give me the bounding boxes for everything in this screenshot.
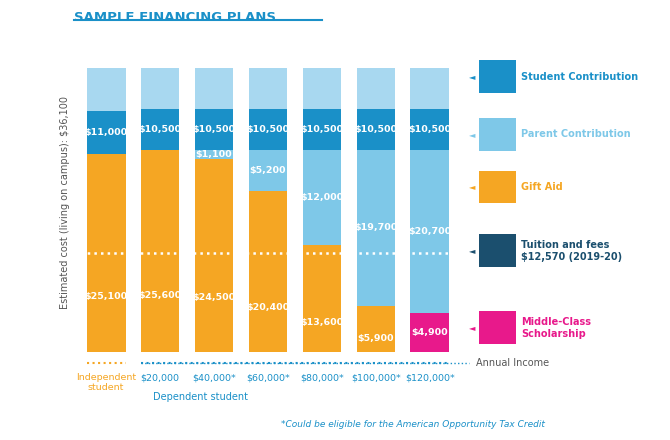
Text: $20,700: $20,700 <box>408 227 452 236</box>
Text: $10,500: $10,500 <box>247 125 289 134</box>
Text: $5,200: $5,200 <box>250 166 286 176</box>
Text: $10,500: $10,500 <box>354 125 397 134</box>
Text: $10,500: $10,500 <box>409 125 452 134</box>
Y-axis label: Estimated cost (living on campus): $36,100: Estimated cost (living on campus): $36,1… <box>60 96 70 309</box>
Bar <box>249 109 287 150</box>
Bar <box>411 313 450 352</box>
Text: ◄: ◄ <box>469 323 476 332</box>
Bar <box>303 245 342 352</box>
Text: Parent Contribution: Parent Contribution <box>521 129 631 139</box>
Text: $60,000*: $60,000* <box>246 373 290 382</box>
Bar <box>303 68 342 109</box>
Text: Annual Income: Annual Income <box>476 358 549 368</box>
Text: *Could be eligible for the American Opportunity Tax Credit: *Could be eligible for the American Oppo… <box>281 420 545 429</box>
Text: $4,900: $4,900 <box>411 328 448 337</box>
Bar <box>303 109 342 150</box>
Text: student: student <box>88 383 124 392</box>
Text: $12,000: $12,000 <box>300 193 344 202</box>
Text: ◄: ◄ <box>469 246 476 255</box>
Bar <box>411 68 450 109</box>
Text: $10,500: $10,500 <box>139 125 182 134</box>
Bar <box>86 154 125 352</box>
Text: Gift Aid: Gift Aid <box>521 182 563 192</box>
Text: ◄: ◄ <box>469 130 476 139</box>
Bar <box>356 150 395 305</box>
Bar <box>194 159 233 352</box>
Text: ◄: ◄ <box>469 73 476 81</box>
Text: $19,700: $19,700 <box>354 224 397 232</box>
Text: ◄: ◄ <box>469 183 476 191</box>
Text: SAMPLE FINANCING PLANS: SAMPLE FINANCING PLANS <box>74 11 275 24</box>
Text: $25,600: $25,600 <box>139 291 182 300</box>
Text: $40,000*: $40,000* <box>192 373 236 382</box>
Bar <box>194 68 233 109</box>
Text: $80,000*: $80,000* <box>300 373 344 382</box>
Text: $20,000: $20,000 <box>141 373 180 382</box>
Text: $13,600: $13,600 <box>300 318 344 326</box>
Bar <box>411 150 450 313</box>
Text: $100,000*: $100,000* <box>351 373 401 382</box>
Text: Independent: Independent <box>76 373 136 382</box>
Text: $5,900: $5,900 <box>358 334 394 344</box>
Text: $24,500: $24,500 <box>192 293 236 302</box>
Text: $25,100: $25,100 <box>84 292 128 301</box>
Text: $10,500: $10,500 <box>300 125 344 134</box>
Bar <box>249 150 287 191</box>
Text: Dependent student: Dependent student <box>153 392 249 402</box>
Bar <box>141 150 180 352</box>
Text: Middle-Class
Scholarship: Middle-Class Scholarship <box>521 317 591 339</box>
Text: Tuition and fees
$12,570 (2019-20): Tuition and fees $12,570 (2019-20) <box>521 240 622 262</box>
Text: $1,100: $1,100 <box>196 150 232 159</box>
Bar <box>303 150 342 245</box>
Text: $11,000: $11,000 <box>84 128 128 137</box>
Text: $120,000*: $120,000* <box>405 373 455 382</box>
Bar <box>356 109 395 150</box>
Bar <box>141 109 180 150</box>
Bar <box>194 150 233 159</box>
Bar <box>194 109 233 150</box>
Bar <box>356 305 395 352</box>
Bar <box>249 68 287 109</box>
Bar <box>411 109 450 150</box>
Text: $10,500: $10,500 <box>192 125 236 134</box>
Bar <box>249 191 287 352</box>
Bar <box>141 68 180 109</box>
Bar <box>86 68 125 111</box>
Bar <box>86 111 125 154</box>
Bar <box>356 68 395 109</box>
Text: Student Contribution: Student Contribution <box>521 72 639 82</box>
Text: $20,400: $20,400 <box>247 303 289 312</box>
